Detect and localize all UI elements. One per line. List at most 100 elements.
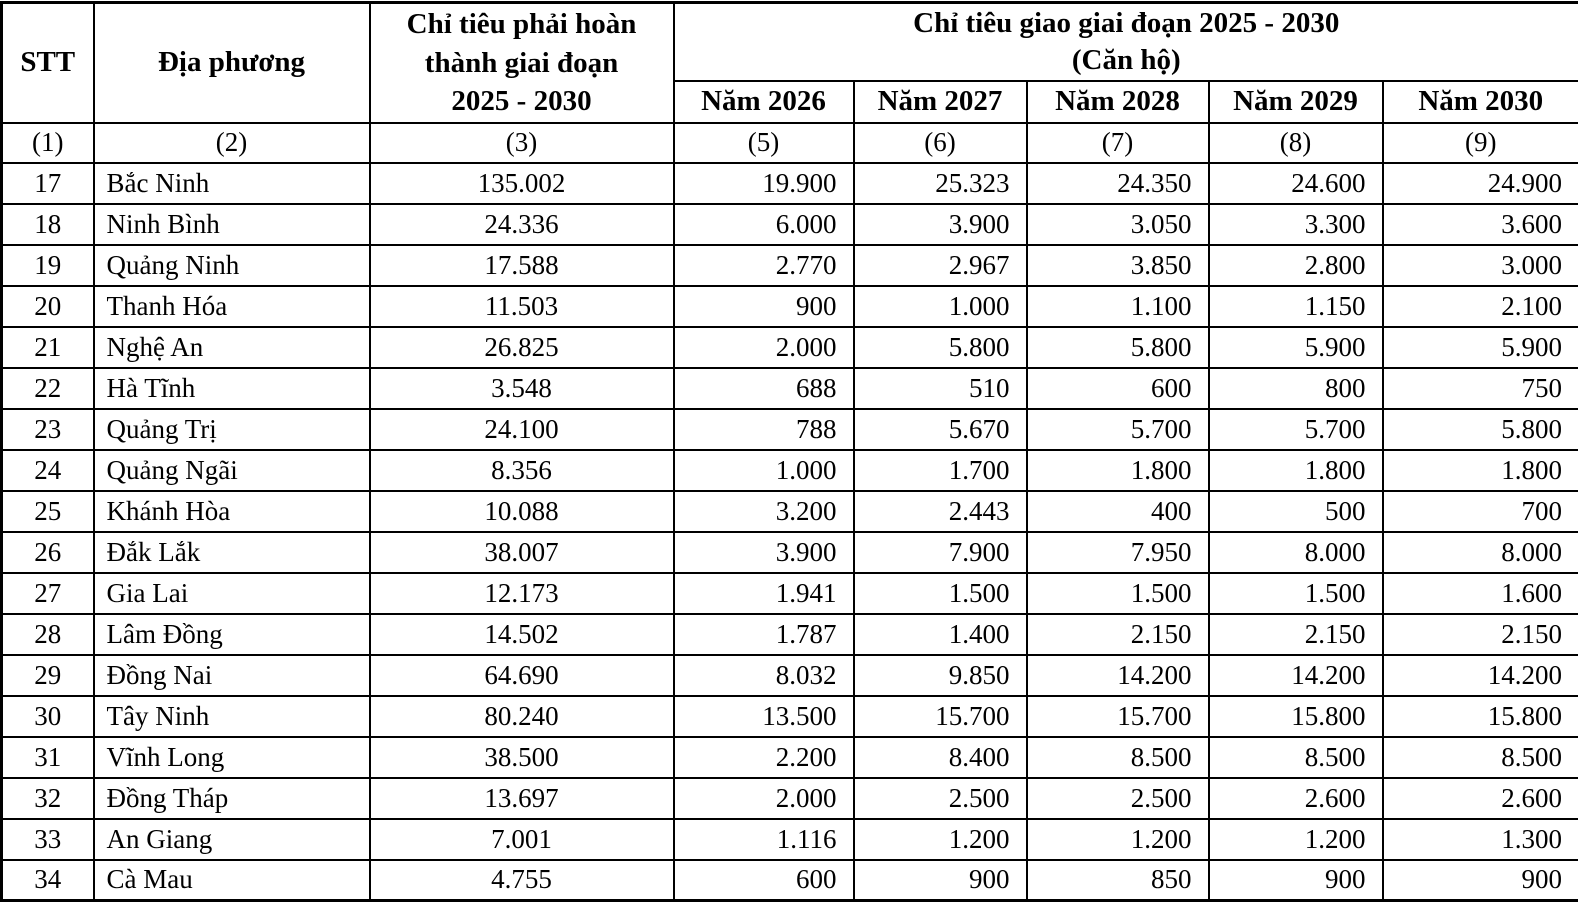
row-target-cell: 12.173 bbox=[368, 571, 675, 615]
row-year-2028-cell: 24.350 bbox=[1025, 161, 1210, 205]
row-stt-cell: 30 bbox=[0, 694, 95, 738]
row-year-2028-cell: 7.950 bbox=[1025, 530, 1210, 574]
row-stt-cell: 26 bbox=[0, 530, 95, 574]
row-stt-cell: 20 bbox=[0, 284, 95, 328]
row-year-2026-cell: 600 bbox=[672, 858, 855, 902]
row-year-2028-cell: 2.150 bbox=[1025, 612, 1210, 656]
row-year-2026-cell: 2.000 bbox=[672, 776, 855, 820]
table-row: 31 Vĩnh Long 38.500 2.200 8.400 8.500 8.… bbox=[0, 735, 1578, 779]
table-row: 34 Cà Mau 4.755 600 900 850 900 900 bbox=[0, 858, 1578, 902]
row-year-2027-cell: 15.700 bbox=[852, 694, 1028, 738]
row-year-2027-cell: 1.200 bbox=[852, 817, 1028, 861]
row-year-2028-cell: 1.100 bbox=[1025, 284, 1210, 328]
year-header-cell-2030: Năm 2030 bbox=[1381, 79, 1578, 124]
row-year-2026-cell: 13.500 bbox=[672, 694, 855, 738]
column-number-cell: (2) bbox=[92, 121, 371, 164]
row-year-2029-cell: 800 bbox=[1207, 366, 1384, 410]
column-number-cell: (5) bbox=[672, 121, 855, 164]
row-stt-cell: 33 bbox=[0, 817, 95, 861]
row-locality-cell: Đắk Lắk bbox=[92, 530, 371, 574]
group-header-cell: Chỉ tiêu giao giai đoạn 2025 - 2030 (Căn… bbox=[672, 1, 1578, 82]
row-year-2029-cell: 1.500 bbox=[1207, 571, 1384, 615]
row-target-cell: 17.588 bbox=[368, 243, 675, 287]
row-locality-cell: Quảng Ngãi bbox=[92, 448, 371, 492]
row-year-2027-cell: 1.700 bbox=[852, 448, 1028, 492]
table-row: 24 Quảng Ngãi 8.356 1.000 1.700 1.800 1.… bbox=[0, 448, 1578, 492]
row-year-2026-cell: 788 bbox=[672, 407, 855, 451]
row-year-2026-cell: 2.000 bbox=[672, 325, 855, 369]
row-year-2027-cell: 25.323 bbox=[852, 161, 1028, 205]
row-year-2029-cell: 2.150 bbox=[1207, 612, 1384, 656]
row-locality-cell: Cà Mau bbox=[92, 858, 371, 902]
row-locality-cell: Hà Tĩnh bbox=[92, 366, 371, 410]
row-year-2029-cell: 1.800 bbox=[1207, 448, 1384, 492]
year-header-cell-2029: Năm 2029 bbox=[1207, 79, 1384, 124]
column-number-cell: (3) bbox=[368, 121, 675, 164]
table-row: 27 Gia Lai 12.173 1.941 1.500 1.500 1.50… bbox=[0, 571, 1578, 615]
row-year-2029-cell: 14.200 bbox=[1207, 653, 1384, 697]
table-row: 17 Bắc Ninh 135.002 19.900 25.323 24.350… bbox=[0, 161, 1578, 205]
row-target-cell: 38.500 bbox=[368, 735, 675, 779]
row-year-2026-cell: 1.941 bbox=[672, 571, 855, 615]
row-year-2028-cell: 2.500 bbox=[1025, 776, 1210, 820]
table-body: 17 Bắc Ninh 135.002 19.900 25.323 24.350… bbox=[0, 161, 1578, 902]
row-year-2028-cell: 15.700 bbox=[1025, 694, 1210, 738]
header-row-years: Năm 2026 Năm 2027 Năm 2028 Năm 2029 Năm … bbox=[2, 79, 1578, 124]
row-year-2029-cell: 900 bbox=[1207, 858, 1384, 902]
row-year-2029-cell: 5.900 bbox=[1207, 325, 1384, 369]
row-locality-cell: Gia Lai bbox=[92, 571, 371, 615]
row-locality-cell: Quảng Ninh bbox=[92, 243, 371, 287]
header-row-group: STT Địa phương Chỉ tiêu phải hoàn thành … bbox=[0, 1, 1578, 124]
row-stt-cell: 17 bbox=[0, 161, 95, 205]
row-year-2029-cell: 1.200 bbox=[1207, 817, 1384, 861]
row-year-2026-cell: 688 bbox=[672, 366, 855, 410]
row-year-2027-cell: 2.500 bbox=[852, 776, 1028, 820]
row-year-2026-cell: 1.000 bbox=[672, 448, 855, 492]
row-target-cell: 14.502 bbox=[368, 612, 675, 656]
row-year-2030-cell: 750 bbox=[1381, 366, 1578, 410]
row-year-2030-cell: 2.600 bbox=[1381, 776, 1578, 820]
row-year-2026-cell: 1.787 bbox=[672, 612, 855, 656]
row-year-2027-cell: 2.443 bbox=[852, 489, 1028, 533]
row-year-2030-cell: 1.300 bbox=[1381, 817, 1578, 861]
row-locality-cell: Bắc Ninh bbox=[92, 161, 371, 205]
row-year-2027-cell: 1.500 bbox=[852, 571, 1028, 615]
row-year-2029-cell: 3.300 bbox=[1207, 202, 1384, 246]
row-year-2027-cell: 3.900 bbox=[852, 202, 1028, 246]
row-locality-cell: Ninh Bình bbox=[92, 202, 371, 246]
row-locality-cell: Quảng Trị bbox=[92, 407, 371, 451]
row-year-2026-cell: 900 bbox=[672, 284, 855, 328]
row-year-2028-cell: 8.500 bbox=[1025, 735, 1210, 779]
locality-header-cell: Địa phương bbox=[92, 1, 371, 124]
row-locality-cell: Đồng Nai bbox=[92, 653, 371, 697]
row-year-2030-cell: 24.900 bbox=[1381, 161, 1578, 205]
row-year-2026-cell: 3.900 bbox=[672, 530, 855, 574]
row-year-2029-cell: 500 bbox=[1207, 489, 1384, 533]
group-header-subtitle: (Căn hộ) bbox=[1071, 44, 1181, 77]
group-header-title: Chỉ tiêu giao giai đoạn 2025 - 2030 bbox=[913, 6, 1340, 39]
row-year-2028-cell: 400 bbox=[1025, 489, 1210, 533]
row-locality-cell: Đồng Tháp bbox=[92, 776, 371, 820]
row-target-cell: 24.100 bbox=[368, 407, 675, 451]
row-locality-cell: Tây Ninh bbox=[92, 694, 371, 738]
row-year-2030-cell: 3.600 bbox=[1381, 202, 1578, 246]
table-row: 33 An Giang 7.001 1.116 1.200 1.200 1.20… bbox=[0, 817, 1578, 861]
year-header-cell-2028: Năm 2028 bbox=[1025, 79, 1210, 124]
table-row: 28 Lâm Đồng 14.502 1.787 1.400 2.150 2.1… bbox=[0, 612, 1578, 656]
row-year-2030-cell: 8.500 bbox=[1381, 735, 1578, 779]
row-year-2030-cell: 14.200 bbox=[1381, 653, 1578, 697]
row-year-2030-cell: 5.900 bbox=[1381, 325, 1578, 369]
row-target-cell: 10.088 bbox=[368, 489, 675, 533]
row-target-cell: 64.690 bbox=[368, 653, 675, 697]
row-year-2026-cell: 1.116 bbox=[672, 817, 855, 861]
table-row: 20 Thanh Hóa 11.503 900 1.000 1.100 1.15… bbox=[0, 284, 1578, 328]
row-year-2030-cell: 2.100 bbox=[1381, 284, 1578, 328]
row-year-2026-cell: 8.032 bbox=[672, 653, 855, 697]
row-year-2030-cell: 2.150 bbox=[1381, 612, 1578, 656]
row-target-cell: 38.007 bbox=[368, 530, 675, 574]
row-stt-cell: 34 bbox=[0, 858, 95, 902]
table-row: 21 Nghệ An 26.825 2.000 5.800 5.800 5.90… bbox=[0, 325, 1578, 369]
row-year-2027-cell: 9.850 bbox=[852, 653, 1028, 697]
row-target-cell: 3.548 bbox=[368, 366, 675, 410]
